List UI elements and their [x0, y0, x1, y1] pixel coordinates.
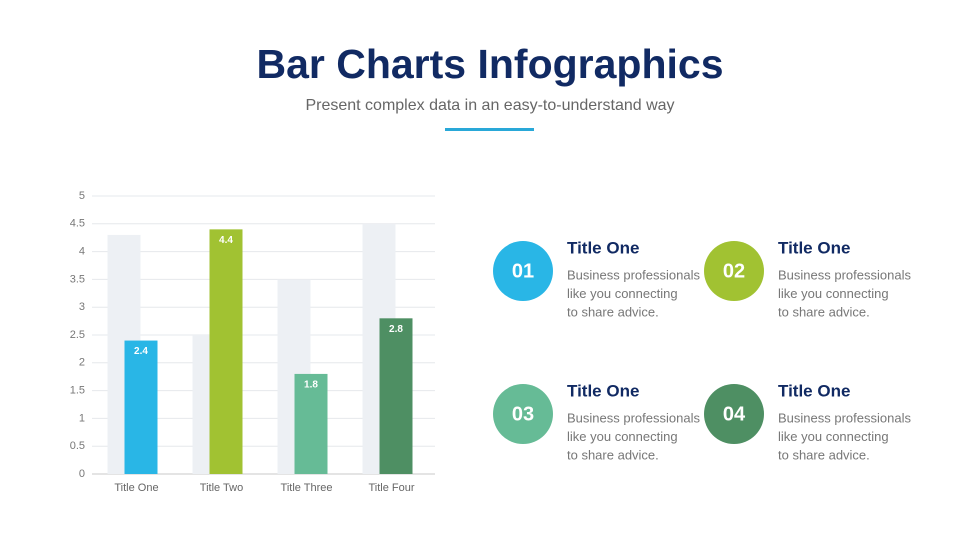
x-tick-label: Title Two — [200, 482, 243, 494]
y-tick-label: 3 — [79, 301, 85, 313]
number-badge — [704, 241, 764, 301]
slide-title: Bar Charts Infographics — [256, 41, 723, 87]
title-underline — [445, 128, 534, 131]
x-tick-label: Title Four — [368, 482, 414, 494]
bar — [294, 373, 328, 474]
item-text: to share advice. — [567, 447, 659, 462]
y-tick-label: 3.5 — [70, 273, 85, 285]
y-tick-label: 0.5 — [70, 440, 85, 452]
y-tick-label: 0 — [79, 468, 85, 480]
number-badge — [493, 384, 553, 444]
badge-number: 01 — [512, 260, 534, 282]
item-title: Title One — [778, 238, 850, 257]
data-label: 4.4 — [219, 235, 233, 246]
y-tick-label: 4.5 — [70, 218, 85, 230]
slide-subtitle: Present complex data in an easy-to-under… — [305, 97, 674, 114]
item-text: to share advice. — [778, 304, 870, 319]
item-text: like you connecting — [778, 286, 889, 301]
item-text: to share advice. — [567, 304, 659, 319]
y-tick-label: 2.5 — [70, 329, 85, 341]
item-title: Title One — [778, 381, 850, 400]
data-label: 2.4 — [134, 346, 148, 357]
badge-number: 03 — [512, 403, 534, 425]
item-text: Business professionals — [778, 267, 911, 282]
item-title: Title One — [567, 381, 639, 400]
y-tick-label: 5 — [79, 190, 85, 202]
item-title: Title One — [567, 238, 639, 257]
item-text: like you connecting — [567, 429, 678, 444]
y-tick-label: 4 — [79, 246, 85, 258]
item-text: Business professionals — [567, 410, 700, 425]
number-badge — [704, 384, 764, 444]
badge-number: 04 — [723, 403, 746, 425]
item-text: like you connecting — [778, 429, 889, 444]
y-tick-label: 1 — [79, 412, 85, 424]
data-label: 1.8 — [304, 380, 318, 391]
x-tick-label: Title Three — [281, 482, 333, 494]
y-tick-label: 1.5 — [70, 385, 85, 397]
badge-number: 02 — [723, 260, 745, 282]
item-text: like you connecting — [567, 286, 678, 301]
item-text: Business professionals — [778, 410, 911, 425]
data-label: 2.8 — [389, 324, 403, 335]
item-text: Business professionals — [567, 267, 700, 282]
bar — [379, 318, 413, 474]
y-tick-label: 2 — [79, 357, 85, 369]
bar — [209, 229, 243, 474]
item-text: to share advice. — [778, 447, 870, 462]
bar — [124, 340, 158, 474]
number-badge — [493, 241, 553, 301]
x-tick-label: Title One — [114, 482, 158, 494]
